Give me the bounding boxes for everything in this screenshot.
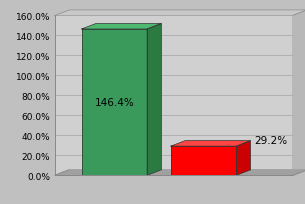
Polygon shape xyxy=(171,146,236,175)
Polygon shape xyxy=(55,11,305,16)
Polygon shape xyxy=(293,11,305,175)
Polygon shape xyxy=(147,24,161,175)
Polygon shape xyxy=(82,30,147,175)
Polygon shape xyxy=(236,141,251,175)
Polygon shape xyxy=(82,24,161,30)
Text: 146.4%: 146.4% xyxy=(95,98,134,108)
Polygon shape xyxy=(55,170,305,175)
Polygon shape xyxy=(171,141,251,146)
Text: 29.2%: 29.2% xyxy=(254,136,287,146)
